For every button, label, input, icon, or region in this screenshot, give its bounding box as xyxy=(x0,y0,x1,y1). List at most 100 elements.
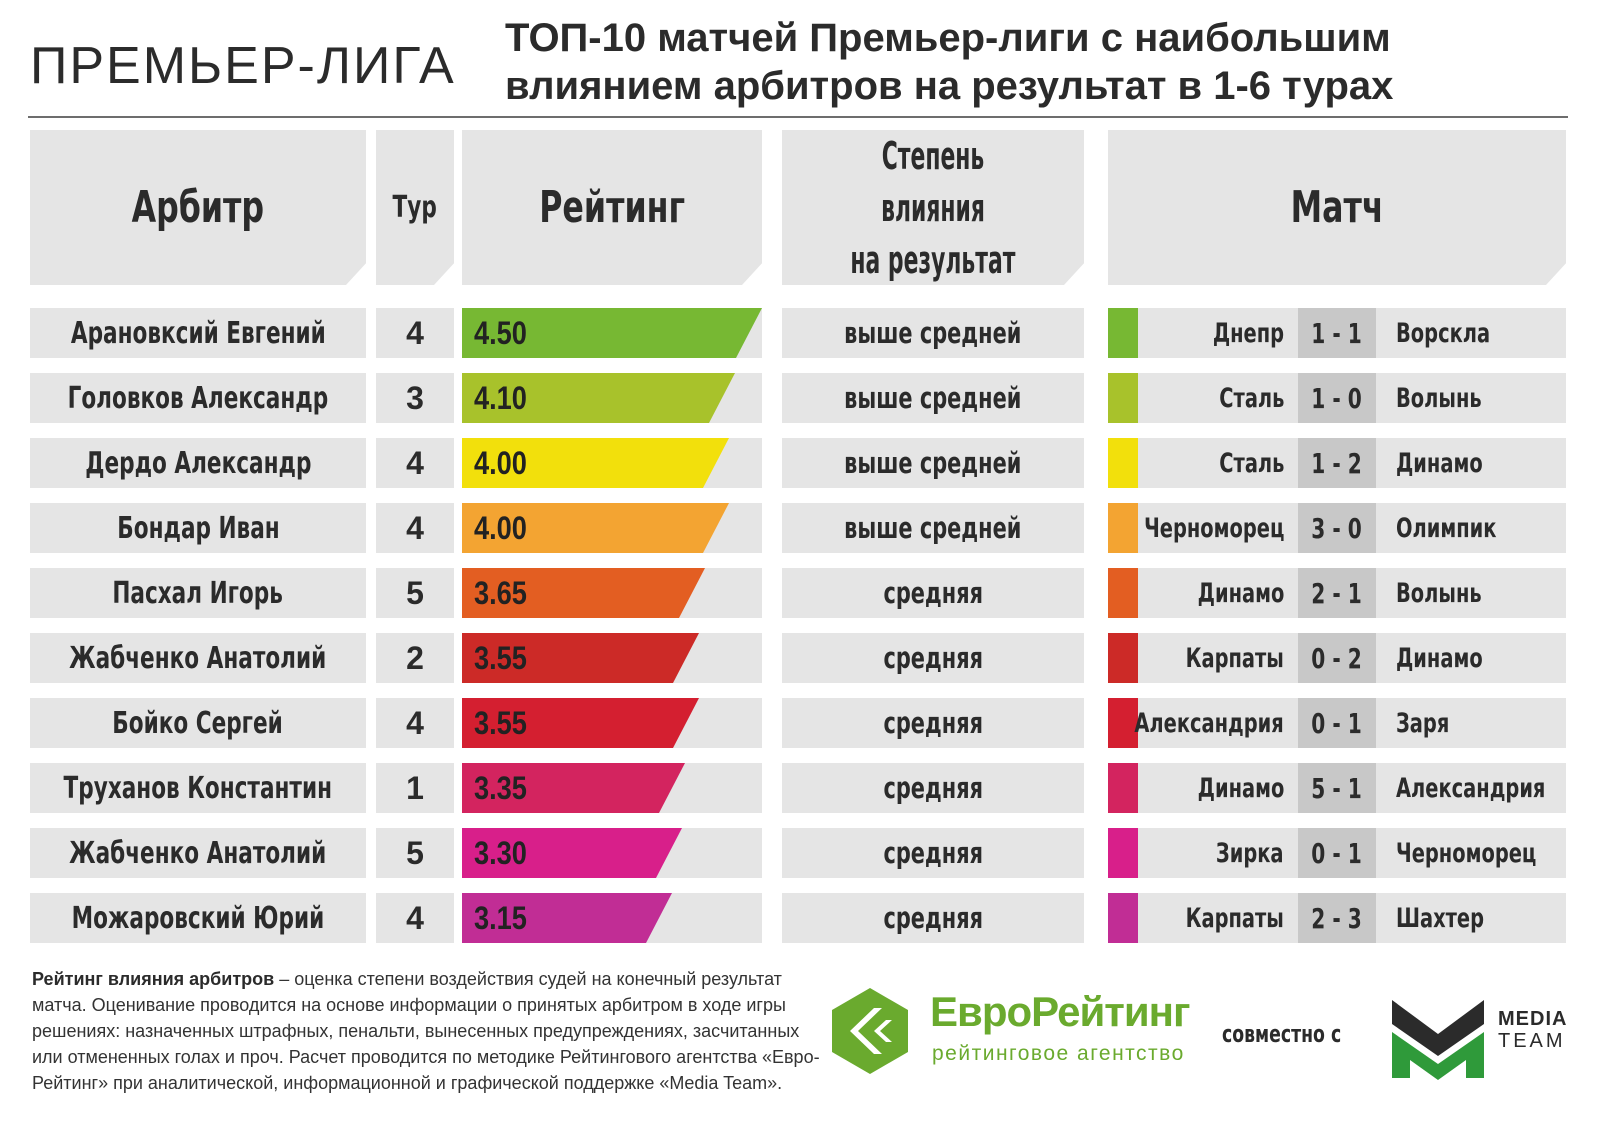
rating-bar: 4.10 xyxy=(462,373,735,423)
header-match: Матч xyxy=(1108,130,1566,285)
match-score: 2 - 1 xyxy=(1298,568,1376,618)
influence-degree: выше средней xyxy=(782,438,1084,488)
away-team: Заря xyxy=(1396,707,1450,739)
title-line-2: влиянием арбитров на результат в 1-6 тур… xyxy=(505,64,1394,108)
header-degree-line-1: Степень влияния xyxy=(881,133,985,230)
rating-bar: 3.35 xyxy=(462,763,685,813)
away-team: Динамо xyxy=(1396,447,1483,479)
header-degree-line-2: на результат xyxy=(850,237,1016,282)
color-swatch xyxy=(1108,828,1138,878)
note-text: – оценка степени воздействия судей на ко… xyxy=(32,969,820,1093)
color-swatch xyxy=(1108,503,1138,553)
home-team: Зирка xyxy=(1216,837,1284,869)
referee-name: Арановксий Евгений xyxy=(30,308,366,358)
eurorating-logo-icon xyxy=(832,988,908,1074)
color-swatch xyxy=(1108,373,1138,423)
referee-name: Бойко Сергей xyxy=(30,698,366,748)
color-swatch xyxy=(1108,633,1138,683)
color-swatch xyxy=(1108,763,1138,813)
header-rating: Рейтинг xyxy=(462,130,762,285)
referee-name: Головков Александр xyxy=(30,373,366,423)
rating-value: 3.55 xyxy=(474,704,527,741)
tour-number: 5 xyxy=(376,568,454,618)
influence-degree: средняя xyxy=(782,698,1084,748)
rating-value: 4.00 xyxy=(474,509,527,546)
influence-degree: выше средней xyxy=(782,373,1084,423)
tour-number: 3 xyxy=(376,373,454,423)
home-team: Динамо xyxy=(1197,772,1284,804)
influence-degree: выше средней xyxy=(782,308,1084,358)
match-score: 2 - 3 xyxy=(1298,893,1376,943)
influence-degree: средняя xyxy=(782,763,1084,813)
rating-bar: 4.00 xyxy=(462,438,729,488)
away-team: Шахтер xyxy=(1396,902,1485,934)
match-score: 1 - 0 xyxy=(1298,373,1376,423)
eurorating-subtitle: рейтинговое агентство xyxy=(932,1042,1185,1065)
tour-number: 2 xyxy=(376,633,454,683)
together-with-label: совместно с xyxy=(1222,1020,1342,1048)
away-team: Ворскла xyxy=(1396,317,1491,349)
rating-bar: 3.55 xyxy=(462,633,699,683)
away-team: Динамо xyxy=(1396,642,1483,674)
match-score: 1 - 2 xyxy=(1298,438,1376,488)
away-team: Волынь xyxy=(1396,577,1482,609)
color-swatch xyxy=(1108,698,1138,748)
influence-degree: выше средней xyxy=(782,503,1084,553)
title-line-1: ТОП-10 матчей Премьер-лиги с наибольшим xyxy=(505,16,1391,60)
header-tour: Тур xyxy=(376,130,454,285)
rating-value: 4.50 xyxy=(474,314,527,351)
title-divider xyxy=(28,116,1568,118)
match-score: 0 - 1 xyxy=(1298,828,1376,878)
home-team: Черноморец xyxy=(1143,512,1284,544)
tour-number: 4 xyxy=(376,308,454,358)
tour-number: 1 xyxy=(376,763,454,813)
rating-value: 3.65 xyxy=(474,574,527,611)
tour-number: 4 xyxy=(376,438,454,488)
match-score: 5 - 1 xyxy=(1298,763,1376,813)
referee-name: Жабченко Анатолий xyxy=(30,633,366,683)
rating-value: 4.10 xyxy=(474,379,527,416)
influence-degree: средняя xyxy=(782,828,1084,878)
match-score: 0 - 2 xyxy=(1298,633,1376,683)
home-team: Сталь xyxy=(1218,382,1284,414)
influence-degree: средняя xyxy=(782,568,1084,618)
rating-bar: 3.15 xyxy=(462,893,672,943)
home-team: Карпаты xyxy=(1185,902,1284,934)
tour-number: 5 xyxy=(376,828,454,878)
referee-name: Труханов Константин xyxy=(30,763,366,813)
page-title: ТОП-10 матчей Премьер-лиги с наибольшим … xyxy=(505,14,1595,110)
home-team: Сталь xyxy=(1218,447,1284,479)
match-score: 3 - 0 xyxy=(1298,503,1376,553)
match-score: 1 - 1 xyxy=(1298,308,1376,358)
rating-value: 3.35 xyxy=(474,769,527,806)
rating-bar: 4.50 xyxy=(462,308,762,358)
referee-name: Пасхал Игорь xyxy=(30,568,366,618)
referee-name: Можаровский Юрий xyxy=(30,893,366,943)
influence-degree: средняя xyxy=(782,893,1084,943)
tour-number: 4 xyxy=(376,893,454,943)
rating-value: 3.55 xyxy=(474,639,527,676)
header-referee: Арбитр xyxy=(30,130,366,285)
home-team: Динамо xyxy=(1197,577,1284,609)
rating-bar: 4.00 xyxy=(462,503,729,553)
media-team-logo-icon xyxy=(1392,1000,1484,1080)
media-team-line-1: MEDIA xyxy=(1498,1008,1568,1030)
eurorating-name: ЕвроРейтинг xyxy=(930,988,1191,1035)
rating-value: 3.15 xyxy=(474,899,527,936)
away-team: Олимпик xyxy=(1396,512,1497,544)
color-swatch xyxy=(1108,568,1138,618)
header-degree: Степень влияния на результат xyxy=(782,130,1084,285)
home-team: Карпаты xyxy=(1185,642,1284,674)
league-label: ПРЕМЬЕР-ЛИГА xyxy=(30,37,456,95)
media-team-line-2: TEAM xyxy=(1498,1030,1566,1052)
rating-bar: 3.55 xyxy=(462,698,699,748)
referee-name: Бондар Иван xyxy=(30,503,366,553)
away-team: Волынь xyxy=(1396,382,1482,414)
home-team: Александрия xyxy=(1134,707,1284,739)
away-team: Александрия xyxy=(1396,772,1546,804)
referee-name: Жабченко Анатолий xyxy=(30,828,366,878)
influence-degree: средняя xyxy=(782,633,1084,683)
referee-name: Дердо Александр xyxy=(30,438,366,488)
away-team: Черноморец xyxy=(1396,837,1537,869)
media-team-name: MEDIA TEAM xyxy=(1498,1008,1567,1052)
